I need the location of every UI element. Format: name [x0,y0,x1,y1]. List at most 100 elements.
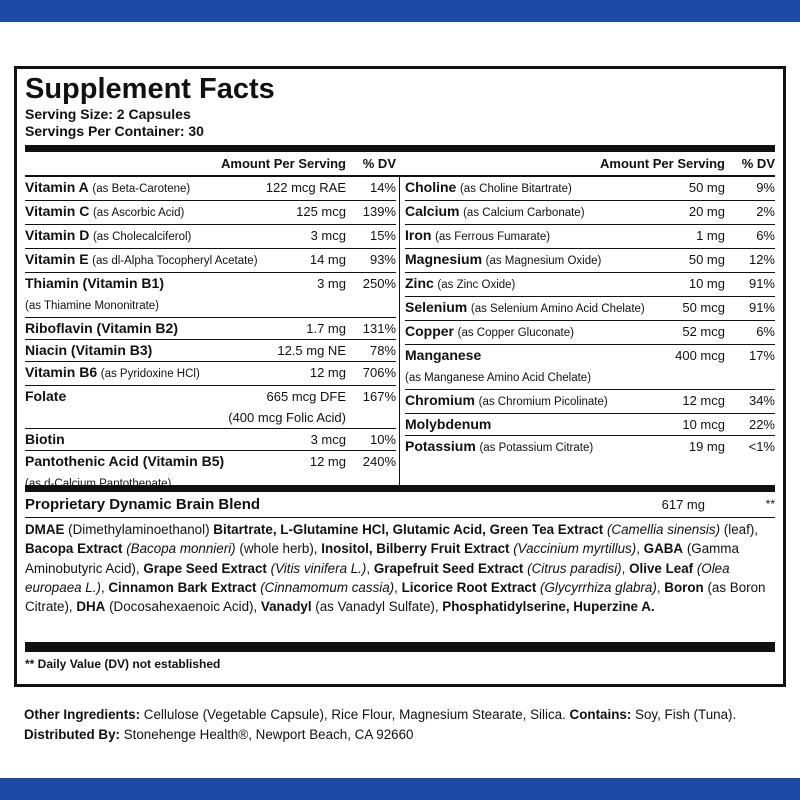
nutrient-label: Folate [25,386,267,407]
text-run: (Glycyrrhiza glabra) [536,579,657,595]
row-line: Vitamin E (as dl-Alpha Tocopheryl Acetat… [25,249,396,272]
nutrient-source: (as d-Calcium Pantothenate) [25,478,172,490]
text-run: Grape Seed Extract [143,560,267,576]
header-group: Amount Per Serving % DV [25,152,400,175]
text-run: Other Ingredients: [24,707,141,722]
text-run: Soy, Fish (Tuna). [631,707,737,722]
facts-panel: Supplement Facts Serving Size: 2 Capsule… [14,66,786,687]
nutrient-name: Vitamin B6 [25,364,98,380]
amount: 50 mcg [682,300,725,315]
nutrient-name: Folate [25,388,67,404]
text-run: Stonehenge Health®, Newport Beach, CA 92… [119,727,414,742]
nutrient-name: Zinc [405,275,434,291]
nutrient-label: Thiamin (Vitamin B1) [25,273,317,294]
nutrient-source: (as Manganese Amino Acid Chelate) [405,372,592,384]
text-run: (Citrus paradisi) [523,560,622,576]
text-run: (Cinnamomum cassia) [256,579,395,595]
text-run: , [621,560,630,576]
text-run: , [100,579,109,595]
row-line: Chromium (as Chromium Picolinate) 12 mcg 3… [405,390,775,413]
daily-value: 17% [748,348,775,363]
text-run: , [656,579,665,595]
text-run: GABA [643,541,684,557]
nutrient-row: Vitamin E (as dl-Alpha Tocopheryl Acetat… [25,248,396,272]
daily-value: 131% [362,321,396,336]
nutrient-name: Biotin [25,431,65,447]
servings-per-container: Servings Per Container: 30 [25,123,204,139]
text-run: Olive Leaf [629,560,694,576]
nutrient-label: (as d-Calcium Pantothenate) [25,472,352,495]
row-line: Choline (as Choline Bitartrate) 50 mg 9% [405,177,775,200]
text-run: , [394,579,402,595]
other-ingredients: Other Ingredients: Cellulose (Vegetable … [24,706,736,724]
row-line: Niacin (Vitamin B3) 12.5 mg NE 78% [25,340,396,361]
text-run: (Camellia sinensis) [603,522,721,537]
row-line: Iron (as Ferrous Fumarate) 1 mg 6% [405,225,775,248]
nutrient-row: Chromium (as Chromium Picolinate) 12 mcg 3… [405,389,775,413]
nutrient-row: Riboflavin (Vitamin B2) 1.7 mg 131% [25,317,396,339]
nutrient-label: Vitamin A (as Beta-Carotene) [25,177,266,200]
text-run: DHA [76,599,106,615]
nutrient-name: Calcium [405,203,460,219]
nutrient-name: Chromium [405,392,475,408]
row-line: Magnesium (as Magnesium Oxide) 50 mg 12% [405,249,775,272]
rule [25,485,775,492]
rule [25,642,775,652]
amount-header: Amount Per Serving [221,156,346,171]
nutrient-source: (as Cholecalciferol) [92,231,192,243]
amount: 10 mcg [682,417,725,432]
nutrient-label: Manganese [405,345,675,366]
nutrient-row: Vitamin A (as Beta-Carotene) 122 mcg RAE 1… [25,177,396,200]
daily-value: 139% [362,204,396,219]
nutrient-source: (as Thiamine Mononitrate) [25,300,160,312]
nutrient-name: Manganese [405,347,482,363]
amount: 3 mcg [310,432,346,447]
row-line: (as d-Calcium Pantothenate) [25,472,396,495]
serving-size: Serving Size: 2 Capsules [25,106,191,122]
nutrient-label [25,407,228,428]
text-run: Inositol, Bilberry Fruit Extract [321,541,510,557]
nutrient-label: Riboflavin (Vitamin B2) [25,318,306,339]
row-line: (as Thiamine Mononitrate) [25,294,396,317]
daily-value: 14% [369,180,396,195]
nutrient-label: Chromium (as Chromium Picolinate) [405,390,682,413]
nutrient-label: Copper (as Copper Gluconate) [405,321,682,344]
text-run: (Docosahexaenoic Acid), [105,599,261,615]
nutrient-label: Potassium (as Potassium Citrate) [405,436,689,459]
nutrient-row: Vitamin C (as Ascorbic Acid) 125 mcg 139% [25,200,396,224]
daily-value: 78% [369,343,396,358]
header-group: Amount Per Serving % DV [400,152,775,175]
nutrient-name: Copper [405,323,454,339]
text-run: (Bacopa monnieri) [122,541,236,557]
nutrient-row: Molybdenum 10 mcg 22% [405,413,775,435]
blend-amount: 617 mg [661,497,705,512]
daily-value: 2% [756,204,775,219]
daily-value: 6% [756,228,775,243]
dv-header: % DV [741,156,775,171]
row-line: Selenium (as Selenium Amino Acid Chelate… [405,297,775,320]
rule [25,145,775,152]
row-line: Zinc (as Zinc Oxide) 10 mg 91% [405,273,775,296]
blend-ingredients: DMAE (Dimethylaminoethanol) Bitartrate, … [25,518,775,642]
nutrient-row: Vitamin D (as Cholecalciferol) 3 mcg 15% [25,224,396,248]
nutrient-row: Thiamin (Vitamin B1) 3 mg 250% (as Thiamine… [25,272,396,317]
text-run: (Gamma Aminobutyric Acid), [25,541,739,576]
nutrient-label: Calcium (as Calcium Carbonate) [405,201,689,224]
nutrient-row: Biotin 3 mcg 10% [25,428,396,450]
amount-header: Amount Per Serving [600,156,725,171]
row-line: Calcium (as Calcium Carbonate) 20 mg 2% [405,201,775,224]
text-run: DMAE [25,522,65,537]
nutrient-source: (as Copper Gluconate) [457,327,574,339]
text-run: (Vitis vinifera L.) [266,560,367,576]
nutrient-row: Selenium (as Selenium Amino Acid Chelate… [405,296,775,320]
daily-value: 10% [369,432,396,447]
nutrient-source: (as Zinc Oxide) [437,279,516,291]
nutrient-source: (as Beta-Carotene) [92,183,191,195]
amount: 1.7 mg [306,321,346,336]
text-run: (leaf), [720,522,758,537]
amount: 19 mg [688,439,725,454]
top-band [0,0,800,22]
amount: 665 mcg DFE [266,389,346,404]
nutrient-table: Vitamin A (as Beta-Carotene) 122 mcg RAE 1… [25,177,775,490]
